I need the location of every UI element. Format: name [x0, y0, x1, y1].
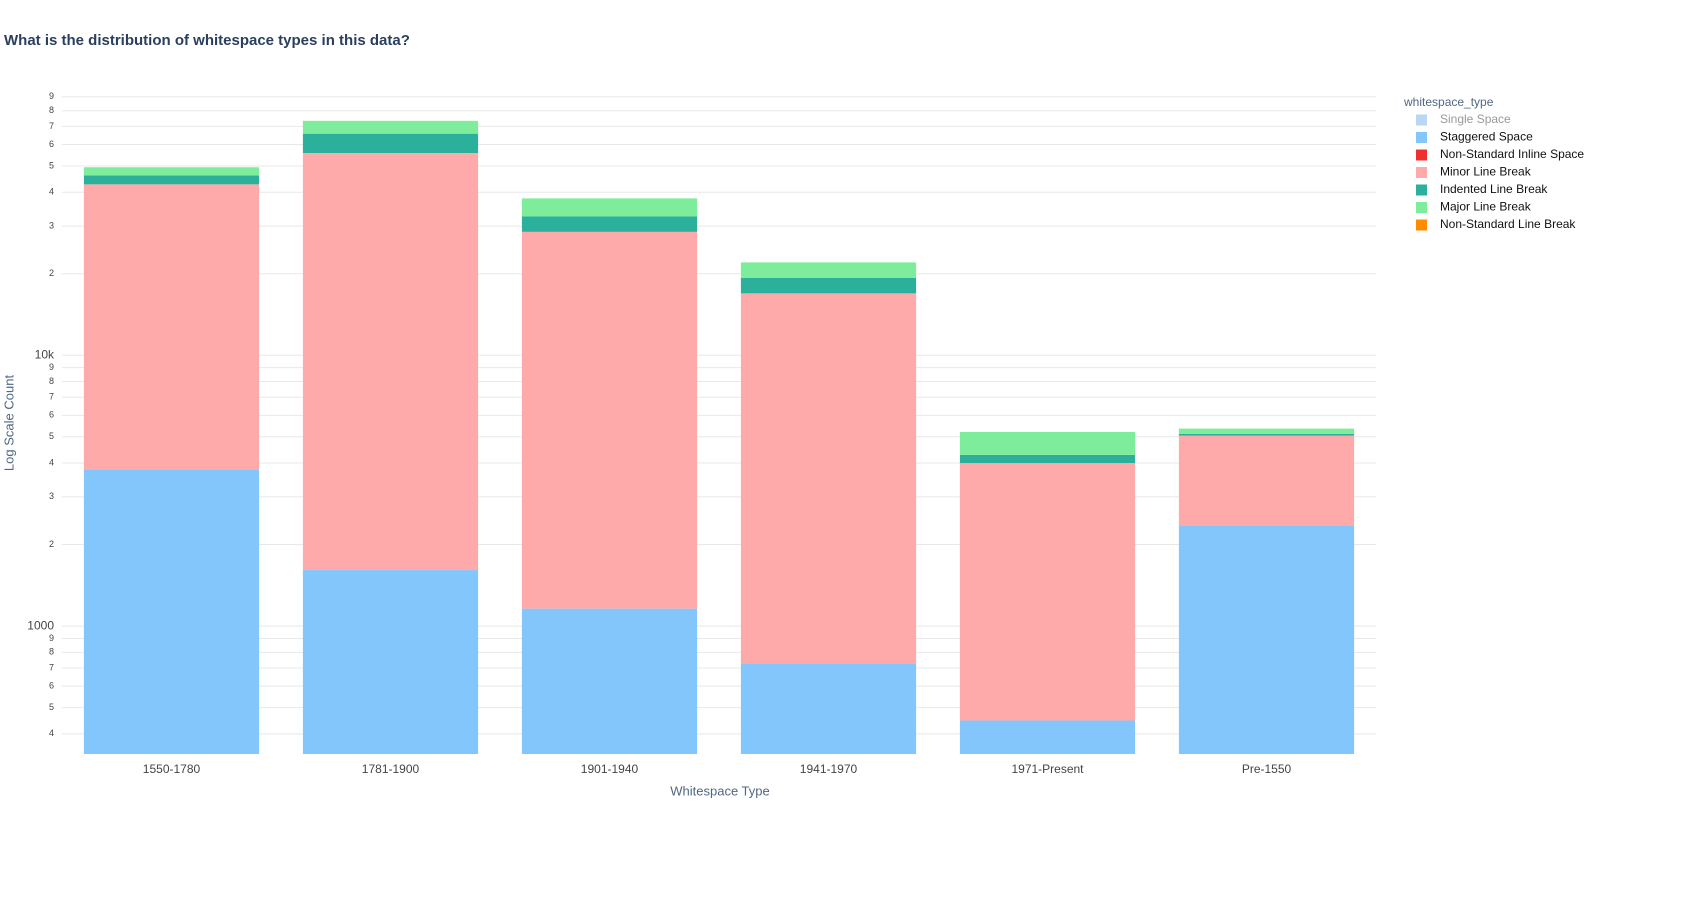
bar-segment — [83, 184, 260, 471]
bar-segment — [740, 262, 917, 278]
legend-label: Major Line Break — [1440, 200, 1532, 214]
x-tick-label: 1550-1780 — [143, 762, 201, 776]
bar-segment — [959, 431, 1136, 455]
y-tick-label: 8 — [49, 647, 54, 657]
legend-swatch — [1416, 184, 1427, 196]
y-tick-label: 5 — [49, 702, 54, 712]
y-tick-label: 9 — [49, 633, 54, 643]
x-tick-label: Pre-1550 — [1242, 762, 1292, 776]
legend-swatch — [1416, 167, 1427, 178]
x-tick-label: 1941-1970 — [800, 762, 858, 776]
bar-segment — [959, 463, 1136, 721]
chart-title: What is the distribution of whitespace t… — [4, 32, 410, 49]
legend-label: Staggered Space — [1440, 130, 1533, 144]
bar-segment — [302, 133, 479, 154]
y-tick-label: 8 — [49, 376, 54, 386]
legend-swatch — [1416, 219, 1427, 231]
y-tick-label: 4 — [49, 728, 54, 738]
legend-label: Indented Line Break — [1440, 182, 1548, 196]
y-tick-label: 6 — [49, 681, 54, 691]
bar-segment — [740, 277, 917, 294]
y-tick-label: 10k — [35, 347, 55, 361]
y-axis-title: Log Scale Count — [1, 375, 16, 472]
y-tick-label: 9 — [49, 91, 54, 101]
bar-segment — [83, 167, 260, 176]
y-tick-label: 8 — [49, 105, 54, 115]
bar-segment — [1178, 435, 1355, 526]
x-tick-label: 1901-1940 — [581, 762, 639, 776]
y-tick-label: 5 — [49, 160, 54, 170]
bar-segment — [302, 570, 479, 754]
y-tick-label: 3 — [49, 491, 54, 501]
y-tick-label: 2 — [49, 539, 54, 549]
bar-segment — [959, 720, 1136, 754]
bar-segment — [1178, 428, 1355, 434]
legend-title: whitespace_type — [1403, 95, 1494, 109]
x-tick-label: 1971-Present — [1011, 762, 1084, 776]
y-tick-label: 2 — [49, 268, 54, 278]
y-tick-label: 7 — [49, 392, 54, 402]
y-tick-label: 7 — [49, 121, 54, 131]
bar-segment — [521, 608, 698, 754]
legend-label: Single Space — [1440, 112, 1511, 126]
y-tick-label: 3 — [49, 220, 54, 230]
y-tick-label: 4 — [49, 187, 54, 197]
y-tick-label: 4 — [49, 457, 54, 467]
bar-segment — [740, 663, 917, 754]
bar-segment — [959, 454, 1136, 464]
bar-segment — [521, 198, 698, 217]
y-tick-label: 7 — [49, 662, 54, 672]
y-tick-label: 1000 — [27, 618, 54, 632]
bar-segment — [740, 293, 917, 664]
bar-segment — [302, 120, 479, 134]
bar-segment — [1178, 433, 1355, 436]
legend-label: Non-Standard Inline Space — [1440, 147, 1584, 161]
x-axis-title: Whitespace Type — [670, 783, 769, 798]
y-tick-label: 6 — [49, 410, 54, 420]
bar-segment — [521, 231, 698, 609]
y-tick-label: 6 — [49, 139, 54, 149]
bar-segment — [302, 153, 479, 571]
legend-swatch — [1416, 114, 1427, 126]
legend-label: Minor Line Break — [1440, 165, 1532, 179]
bar-segment — [83, 470, 260, 754]
bar-segment — [521, 216, 698, 232]
legend-label: Non-Standard Line Break — [1440, 217, 1576, 231]
bar-segment — [1178, 525, 1355, 754]
legend-swatch — [1416, 202, 1427, 213]
bar-segment — [83, 175, 260, 185]
legend-swatch — [1416, 132, 1427, 143]
y-tick-label: 9 — [49, 362, 54, 372]
x-tick-label: 1781-1900 — [362, 762, 420, 776]
legend-swatch — [1416, 149, 1427, 161]
y-tick-label: 5 — [49, 431, 54, 441]
